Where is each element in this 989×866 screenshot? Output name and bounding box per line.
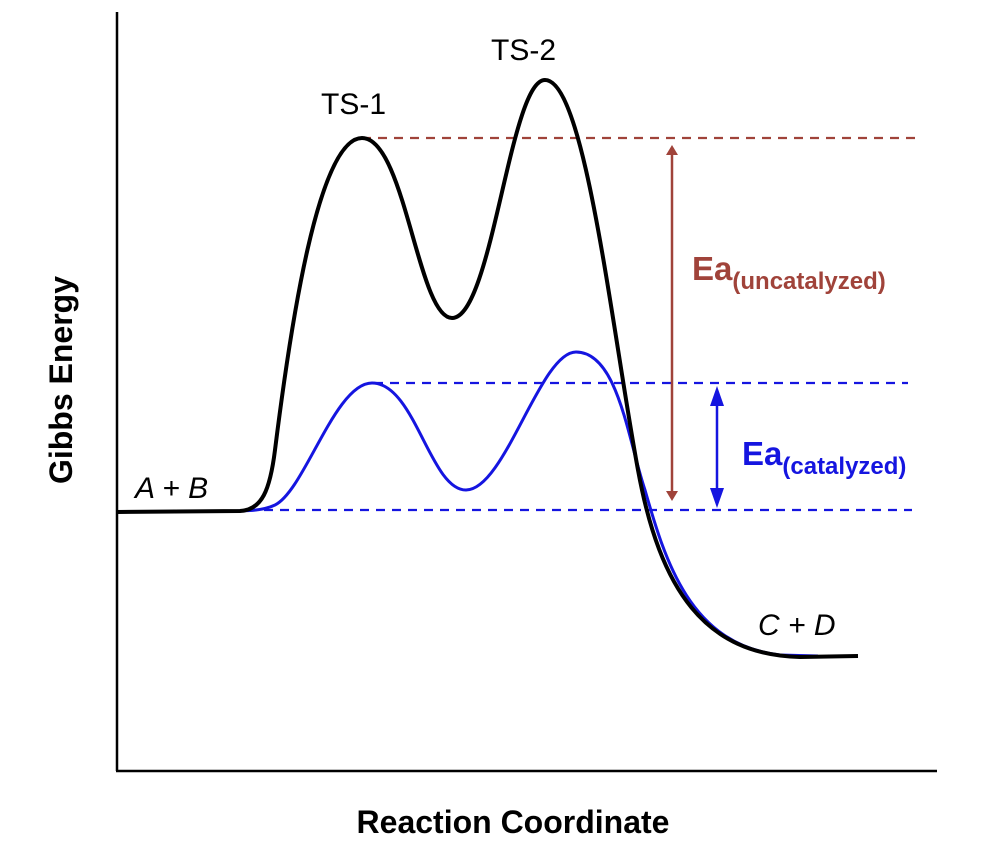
ea-catalyzed-arrowhead-bottom — [710, 488, 724, 508]
ea-catalyzed-label: Ea(catalyzed) — [742, 435, 906, 480]
ea-catalyzed-subscript: (catalyzed) — [782, 453, 906, 480]
products-label: C + D — [758, 609, 836, 642]
y-axis-title: Gibbs Energy — [43, 276, 79, 484]
ea-catalyzed-main: Ea — [742, 435, 783, 472]
ts2-label: TS-2 — [491, 34, 556, 67]
ea-catalyzed-arrowhead-top — [710, 386, 724, 406]
ts1-label: TS-1 — [321, 88, 386, 121]
catalyzed-pathway-curve — [199, 350, 819, 658]
ea-uncatalyzed-subscript: (uncatalyzed) — [732, 268, 885, 295]
reactants-label: A + B — [133, 472, 208, 505]
x-axis-title: Reaction Coordinate — [357, 804, 670, 840]
ea-uncatalyzed-main: Ea — [692, 250, 733, 287]
uncatalyzed-pathway-curve — [116, 77, 859, 660]
ea-uncatalyzed-label: Ea(uncatalyzed) — [692, 250, 886, 295]
